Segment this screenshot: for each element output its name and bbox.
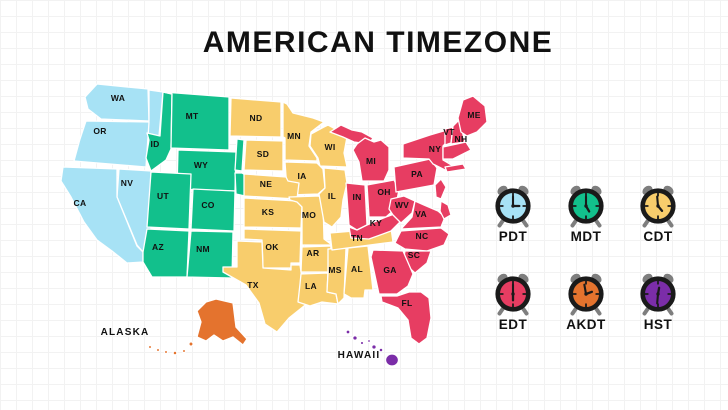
- state-shape-al: [343, 245, 374, 299]
- legend-label-mdt: MDT: [571, 229, 602, 244]
- state-shape-mn: [282, 101, 325, 162]
- state-label-la: LA: [305, 281, 317, 291]
- state-labels: WA OR CA NV ID MT WY UT CO AZ NM ND SD NE KS OK TX MN IA MO…: [74, 93, 481, 308]
- state-label-ga: GA: [383, 265, 396, 275]
- state-label-tx: TX: [247, 280, 258, 290]
- state-label-ny: NY: [429, 144, 441, 154]
- state-shape-mi: [352, 137, 390, 182]
- state-label-me: ME: [467, 110, 480, 120]
- state-shape-pa: [393, 158, 438, 193]
- state-shape-ny: [402, 129, 454, 173]
- legend-label-edt: EDT: [499, 317, 528, 332]
- state-shape-in: [345, 182, 368, 231]
- state-label-oh: OH: [377, 187, 390, 197]
- state-shape-wv: [388, 195, 416, 224]
- state-label-nh: NH: [455, 134, 468, 144]
- state-label-sd: SD: [257, 149, 269, 159]
- state-shape-me: [457, 95, 488, 137]
- state-label-ne: NE: [260, 179, 272, 189]
- state-label-az: AZ: [152, 242, 164, 252]
- state-label-or: OR: [93, 126, 106, 136]
- state-label-nd: ND: [250, 113, 263, 123]
- state-label-al: AL: [351, 264, 363, 274]
- mountain-time-wedge-west-sd: [234, 138, 245, 172]
- clock-icon-pdt: [495, 185, 531, 228]
- clock-icon-edt: [495, 273, 531, 316]
- hawaii-islands: [345, 329, 400, 367]
- state-label-nm: NM: [196, 244, 210, 254]
- clock-icon-mdt: [568, 185, 604, 228]
- state-label-mn: MN: [287, 131, 301, 141]
- state-shape-il: [318, 167, 348, 228]
- state-label-ia: IA: [297, 171, 306, 181]
- state-shape-az: [142, 228, 190, 278]
- state-shape-ga: [370, 249, 414, 295]
- timezone-legend: PDT MDT CDT EDT AKDT HST: [495, 185, 676, 332]
- state-label-sc: SC: [408, 250, 420, 260]
- state-shape-va: [400, 200, 446, 230]
- hawaii-label: HAWAII: [338, 350, 381, 361]
- alaska-label: ALASKA: [101, 327, 150, 338]
- state-shape-long-island: [444, 163, 467, 173]
- legend-label-akdt: AKDT: [566, 317, 606, 332]
- state-shape-fl: [380, 291, 432, 345]
- state-shape-ms: [326, 247, 347, 305]
- state-label-il: IL: [328, 191, 336, 201]
- state-label-pa: PA: [411, 169, 423, 179]
- state-label-wy: WY: [194, 160, 208, 170]
- alaska-shape: [147, 298, 248, 356]
- state-label-ca: CA: [74, 198, 87, 208]
- state-shape-new-england: [442, 141, 472, 160]
- state-label-wv: WV: [395, 200, 409, 210]
- state-shape-sd: [243, 139, 284, 172]
- state-shape-or: [73, 120, 150, 168]
- state-label-wi: WI: [325, 142, 336, 152]
- state-label-mt: MT: [186, 111, 199, 121]
- state-label-tn: TN: [351, 233, 363, 243]
- state-label-nc: NC: [416, 231, 429, 241]
- legend-label-hst: HST: [644, 317, 673, 332]
- clock-icon-cdt: [640, 185, 676, 228]
- state-label-nv: NV: [121, 178, 133, 188]
- state-shape-nm: [186, 230, 234, 279]
- state-shape-ne: [243, 173, 300, 200]
- us-map: WA OR CA NV ID MT WY UT CO AZ NM ND SD NE KS OK TX MN IA MO…: [60, 83, 488, 367]
- state-shape-ca: [60, 166, 144, 264]
- state-label-ks: KS: [262, 207, 274, 217]
- state-shape-nd: [229, 97, 282, 138]
- state-label-wa: WA: [111, 93, 125, 103]
- state-label-ky: KY: [370, 218, 382, 228]
- state-label-id: ID: [150, 139, 159, 149]
- state-shape-mt: [162, 91, 230, 151]
- state-shape-ut: [146, 171, 192, 230]
- state-label-vt: VT: [443, 127, 455, 137]
- state-label-ms: MS: [328, 265, 341, 275]
- state-shape-nc: [394, 227, 450, 252]
- state-label-ut: UT: [157, 191, 169, 201]
- state-label-va: VA: [415, 209, 427, 219]
- state-label-ar: AR: [307, 248, 320, 258]
- page-title: AMERICAN TIMEZONE: [202, 26, 554, 59]
- state-shape-tx: [222, 240, 319, 333]
- state-label-co: CO: [201, 200, 214, 210]
- legend-label-pdt: PDT: [499, 229, 528, 244]
- state-shape-co: [190, 188, 236, 232]
- state-shape-id: [145, 91, 173, 172]
- state-label-mo: MO: [302, 210, 316, 220]
- clock-icon-akdt: [568, 273, 604, 316]
- state-label-in: IN: [352, 192, 361, 202]
- clock-icon-hst: [640, 273, 676, 316]
- legend-label-cdt: CDT: [643, 229, 672, 244]
- state-shape-delmarva: [439, 200, 452, 220]
- state-shape-nj: [434, 178, 447, 200]
- state-label-fl: FL: [402, 298, 413, 308]
- state-label-ok: OK: [265, 242, 279, 252]
- state-label-mi: MI: [366, 156, 376, 166]
